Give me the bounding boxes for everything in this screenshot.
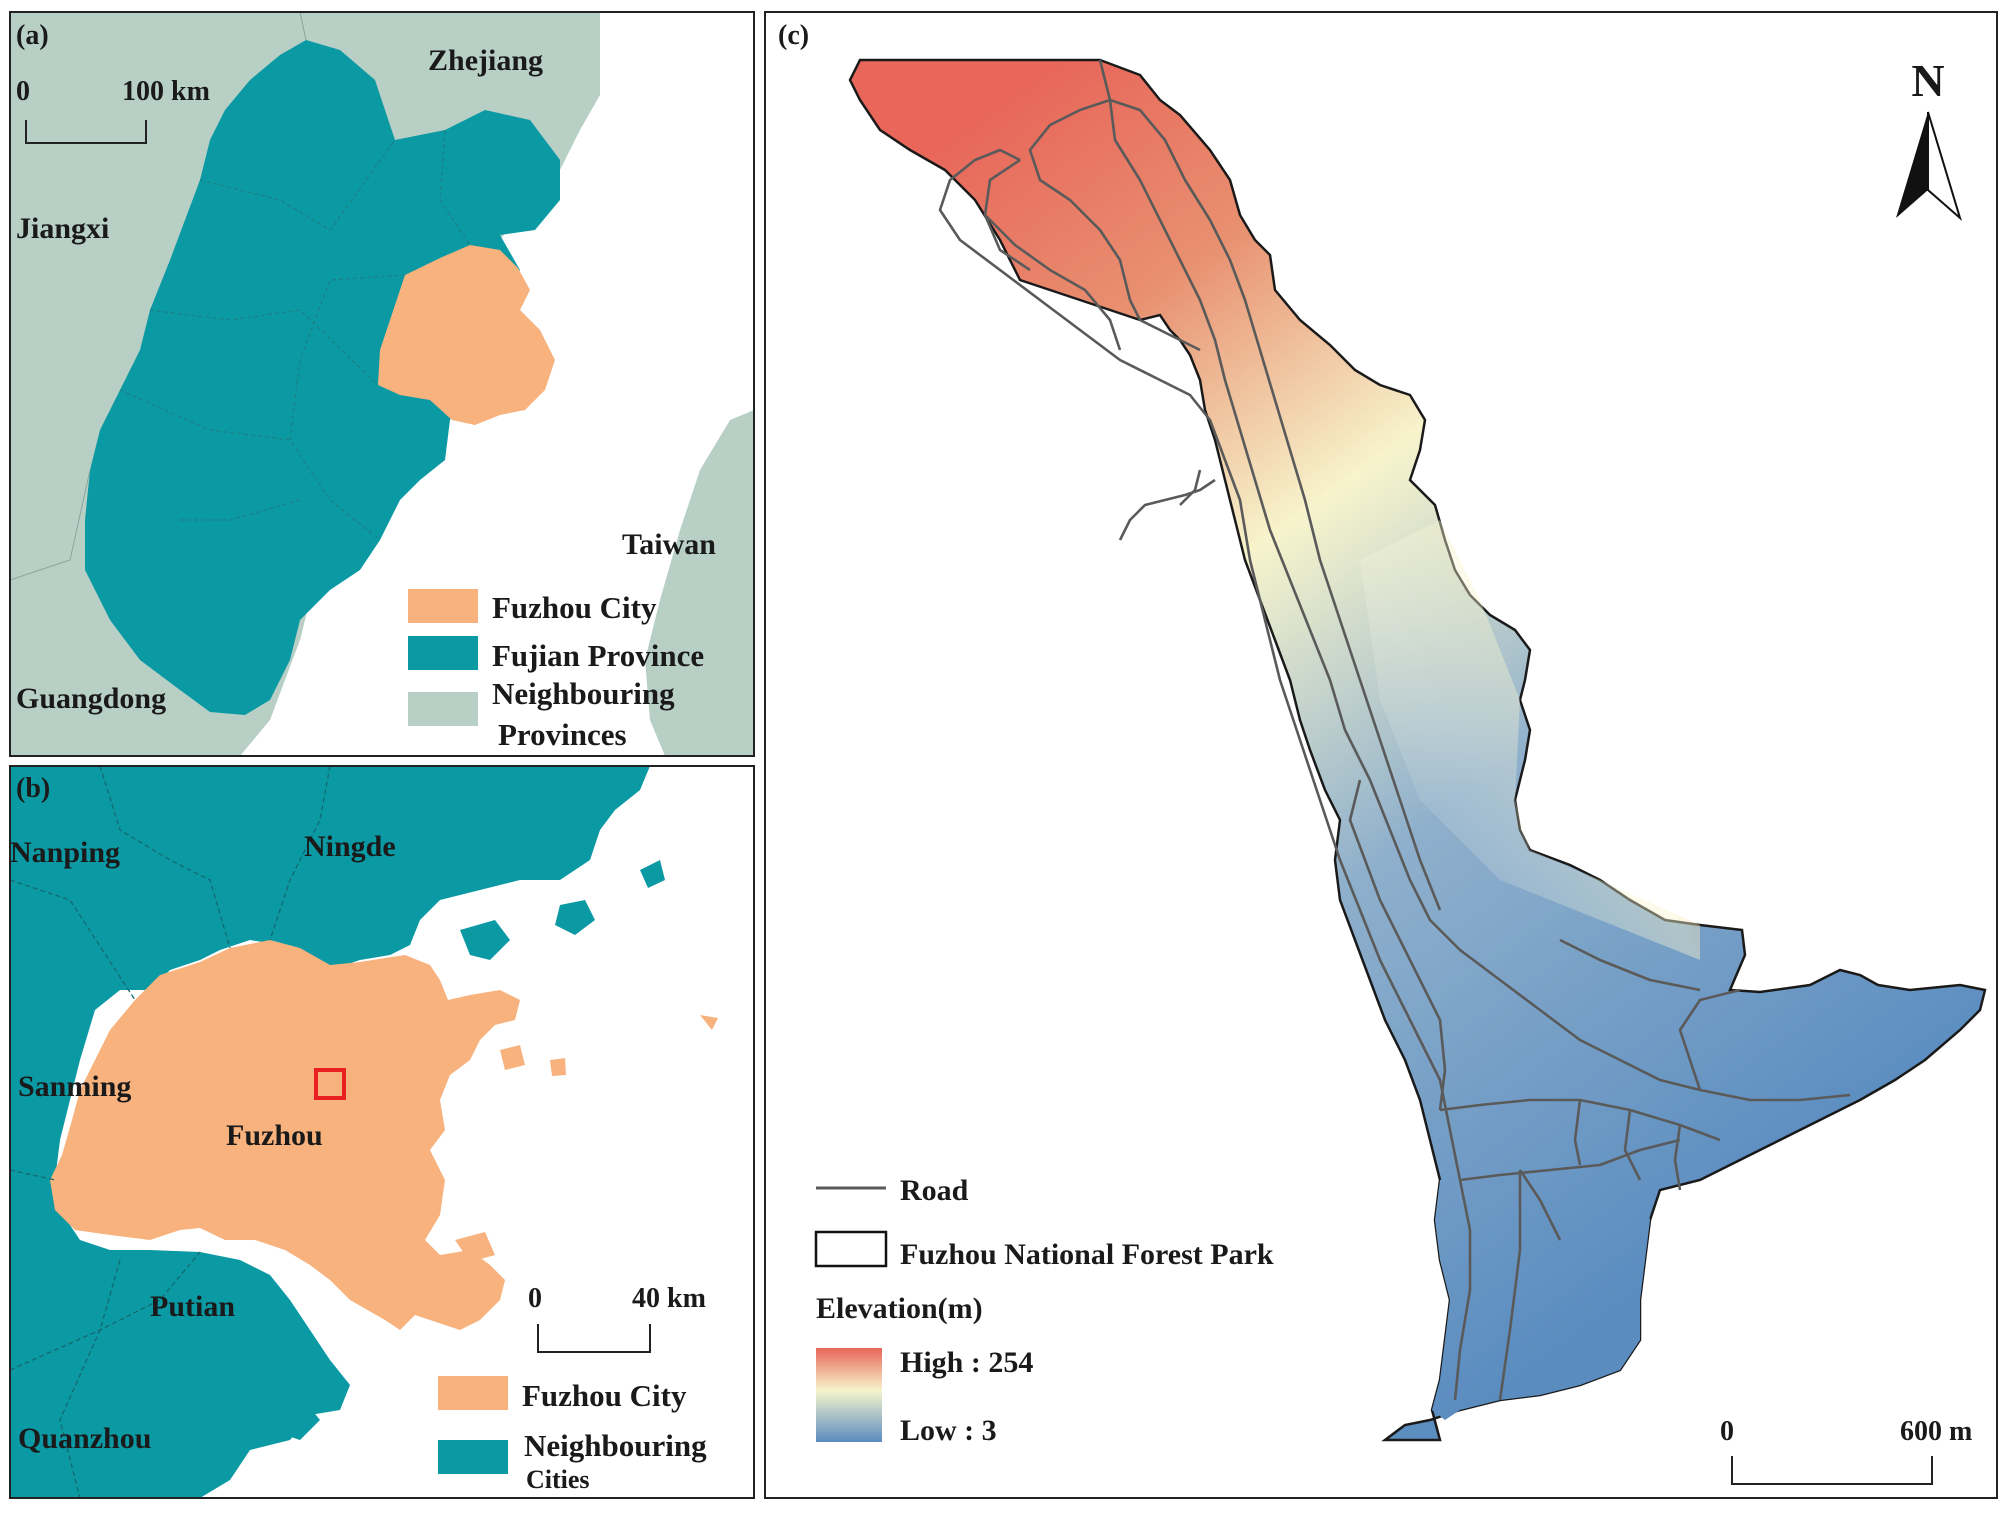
panel-b-label: (b) xyxy=(16,773,50,804)
panel-a-place-jiangxi: Jiangxi xyxy=(16,212,109,245)
panel-a-legend-fujian-swatch xyxy=(408,636,478,670)
panel-a-label: (a) xyxy=(16,20,49,51)
legend-elevation-title: Elevation(m) xyxy=(816,1292,983,1325)
park-ridge-shading xyxy=(1360,520,1700,960)
legend-park-label: Fuzhou National Forest Park xyxy=(900,1238,1274,1271)
panel-a-frame xyxy=(9,11,755,757)
panel-a-place-guangdong: Guangdong xyxy=(16,682,166,715)
panel-b-legend-fuzhou: Fuzhou City xyxy=(522,1378,687,1413)
panel-b-study-area-box xyxy=(314,1068,346,1100)
panel-c: (c) xyxy=(764,11,1998,1499)
panel-b-fuzhou-islands xyxy=(455,1015,718,1262)
panel-a-legend-fuzhou-swatch xyxy=(408,589,478,623)
panel-a-legend-neighbour-1: Neighbouring xyxy=(492,676,675,711)
legend-elevation-high: High : 254 xyxy=(900,1346,1033,1379)
north-arrow-left-half xyxy=(1896,112,1928,218)
panel-b-place-ningde: Ningde xyxy=(304,830,396,863)
legend-elevation-ramp xyxy=(816,1348,882,1442)
panel-a-scale-bar xyxy=(25,120,147,144)
panel-b-place-sanming: Sanming xyxy=(18,1070,131,1103)
panel-b-frame xyxy=(9,765,755,1499)
road-network xyxy=(938,59,1851,1401)
panel-a-scale-end: 100 km xyxy=(122,76,210,107)
panel-a-province-borders xyxy=(10,12,307,581)
panel-b-scale-bar xyxy=(537,1324,651,1353)
panel-b-place-fuzhou: Fuzhou xyxy=(226,1119,323,1152)
panel-a-legend-fuzhou: Fuzhou City xyxy=(492,590,657,625)
panel-a-legend: Fuzhou City Fujian Province Neighbouring… xyxy=(408,589,704,752)
legend-elevation-low: Low : 3 xyxy=(900,1414,997,1447)
panel-b-islands xyxy=(260,860,665,1440)
panel-b-place-putian: Putian xyxy=(150,1290,235,1323)
panel-a-fuzhou-city xyxy=(378,245,555,425)
panel-c-scale-zero: 0 xyxy=(1720,1416,1734,1447)
panel-c-legend: Road Fuzhou National Forest Park Elevati… xyxy=(814,1174,1274,1447)
panel-c-label: (c) xyxy=(778,20,809,51)
panel-b-legend-neighbour-1: Neighbouring xyxy=(524,1428,707,1463)
panel-a-scale-zero: 0 xyxy=(16,76,30,107)
panel-a-legend-neighbour-2: Provinces xyxy=(498,717,627,752)
north-arrow-right-half xyxy=(1927,111,1962,222)
panel-a-city-boundaries xyxy=(119,129,471,541)
panel-b-neighbour-cities xyxy=(10,766,650,1498)
panel-b-legend-neighbour-2: Cities xyxy=(526,1465,590,1494)
panel-b-legend: Fuzhou City Neighbouring Cities xyxy=(438,1376,707,1494)
north-arrow: N xyxy=(1896,55,1962,222)
panel-b: (b) Nanping Ningde Sanming Fuzhou Putian… xyxy=(9,765,755,1499)
panel-a-place-zhejiang: Zhejiang xyxy=(428,44,543,77)
panel-a-place-taiwan: Taiwan xyxy=(622,528,716,561)
panel-a: (a) 0 100 km Zhejiang Jiangxi Taiwan Gua… xyxy=(9,11,755,757)
legend-park-swatch xyxy=(814,1230,888,1268)
panel-b-scale-zero: 0 xyxy=(528,1283,542,1314)
panel-a-fujian-province xyxy=(85,40,560,715)
panel-b-fuzhou-city xyxy=(50,940,520,1330)
park-elevation-lobe xyxy=(1432,1165,1650,1420)
panel-b-place-nanping: Nanping xyxy=(10,836,120,869)
panel-c-scale-bar xyxy=(1731,1456,1933,1485)
panel-b-place-quanzhou: Quanzhou xyxy=(18,1422,151,1455)
north-label: N xyxy=(1911,55,1944,106)
panel-b-scale-end: 40 km xyxy=(632,1283,706,1314)
legend-road-label: Road xyxy=(900,1174,969,1207)
panel-a-legend-fujian: Fujian Province xyxy=(492,638,704,673)
panel-b-legend-neighbour-swatch xyxy=(438,1440,508,1474)
panel-a-taiwan xyxy=(645,410,754,756)
panel-c-scale-end: 600 m xyxy=(1900,1416,1972,1447)
panel-b-city-boundaries xyxy=(10,766,331,1498)
panel-a-legend-neighbour-swatch xyxy=(408,692,478,726)
panel-b-legend-fuzhou-swatch xyxy=(438,1376,508,1410)
